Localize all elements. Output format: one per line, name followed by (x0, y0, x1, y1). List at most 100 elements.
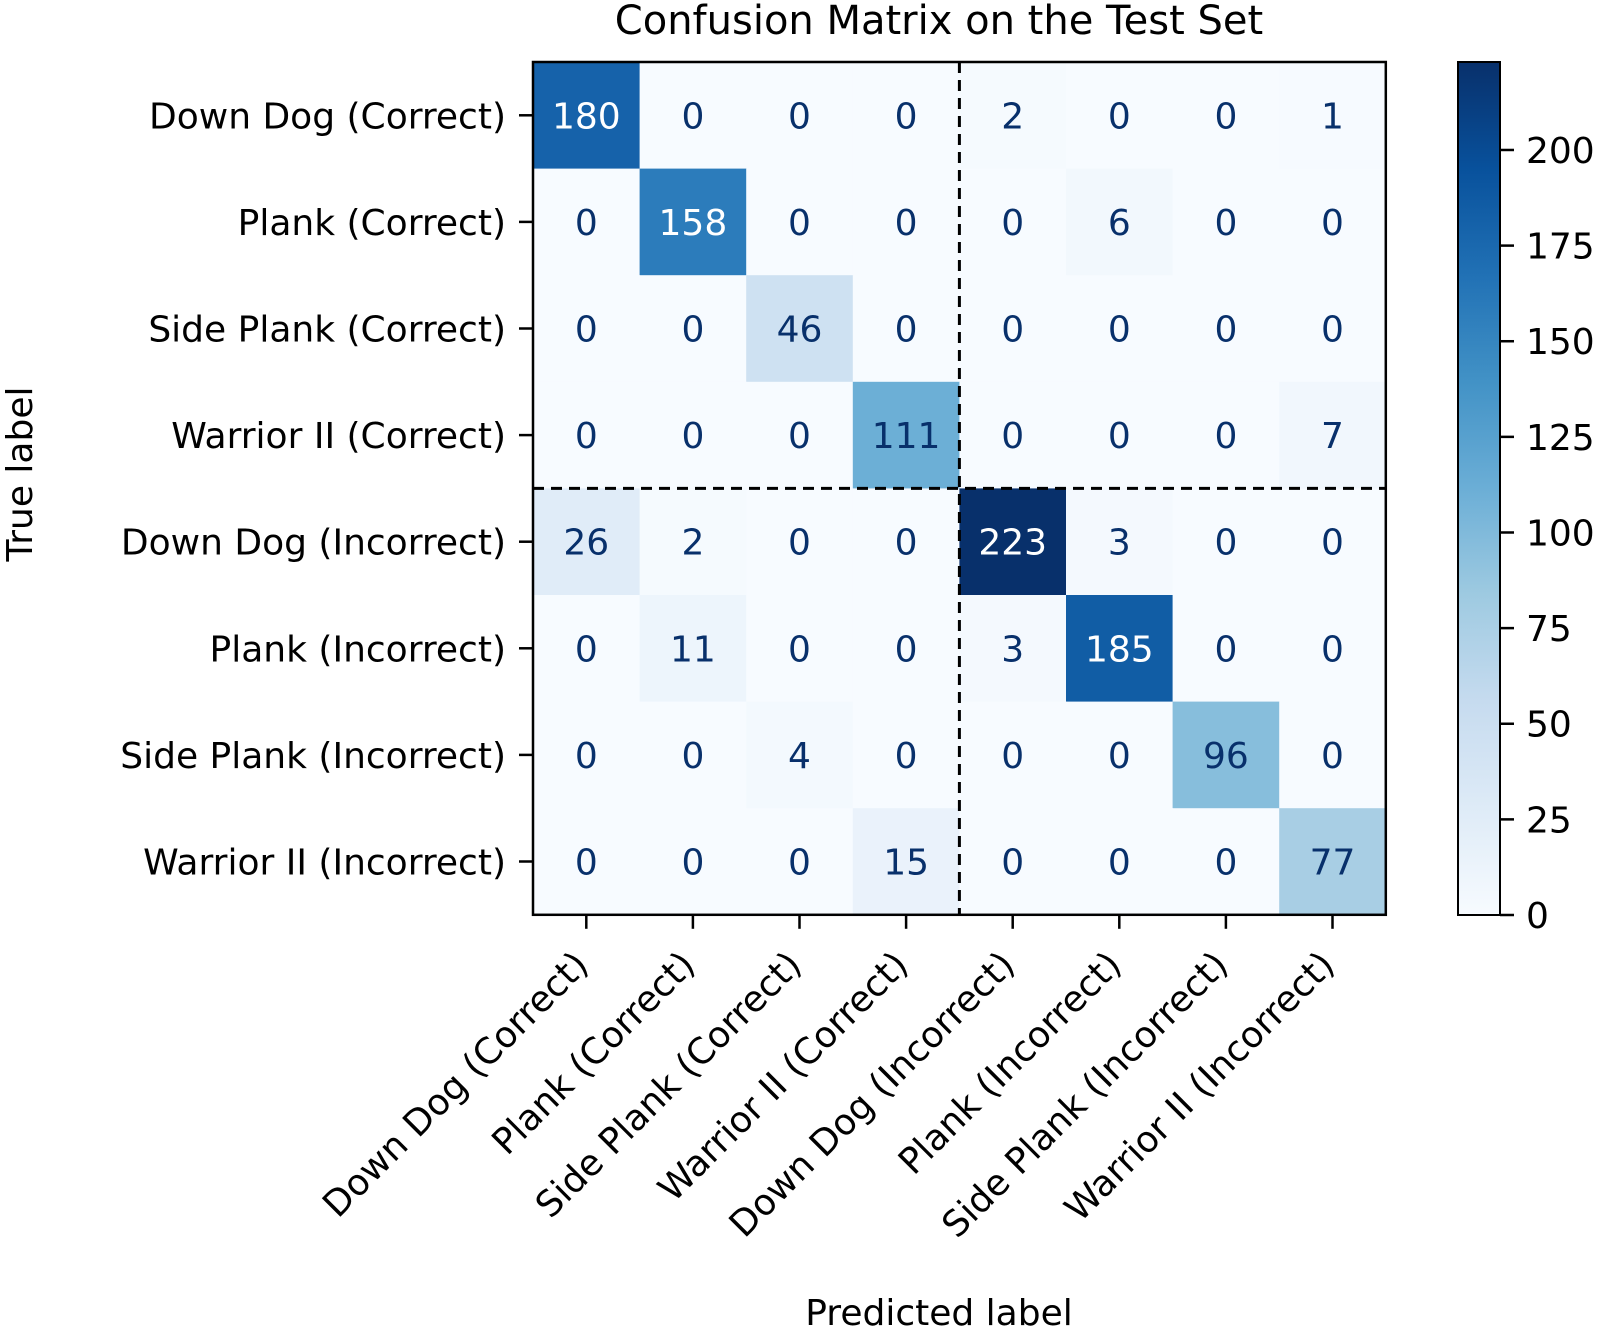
y-axis-ticks: Down Dog (Correct) Plank (Correct) Side Pl… (120, 96, 533, 884)
cell-value: 0 (788, 416, 811, 457)
cell-value: 0 (1321, 203, 1344, 244)
cell-value: 4 (788, 736, 811, 777)
cell-value: 0 (1321, 310, 1344, 351)
heatmap-cell (852, 808, 960, 916)
cell-value: 0 (895, 523, 918, 564)
heatmap-cell (533, 808, 641, 916)
colorbar-tick-label: 75 (1526, 609, 1572, 650)
heatmap-cell (1066, 488, 1174, 596)
heatmap-cell (1279, 62, 1387, 170)
cell-value: 0 (681, 843, 704, 884)
heatmap-cell (1279, 488, 1387, 596)
cell-value: 0 (1214, 203, 1237, 244)
cell-value: 77 (1310, 843, 1356, 884)
cell-value: 0 (1108, 843, 1131, 884)
heatmap-cell (959, 595, 1067, 703)
cell-value: 0 (1214, 843, 1237, 884)
heatmap-cell (1066, 808, 1174, 916)
cell-value: 96 (1203, 736, 1249, 777)
y-tick-label: Side Plank (Incorrect) (120, 736, 506, 777)
cell-value: 0 (1001, 203, 1024, 244)
x-axis-label: Predicted label (805, 1293, 1073, 1334)
cell-value: 46 (777, 310, 823, 351)
plot-frame (531, 60, 1388, 917)
y-tick-label: Plank (Incorrect) (210, 629, 506, 670)
heatmap-cell (746, 808, 854, 916)
heatmap-cell (959, 168, 1067, 276)
cell-value: 0 (788, 843, 811, 884)
heatmap-cell (1172, 488, 1280, 596)
cell-value: 0 (575, 736, 598, 777)
cell-value: 0 (1001, 310, 1024, 351)
colorbar-ticks: 0 25 50 75 100 125 150 175 200 (1500, 131, 1595, 937)
heatmap-cell (639, 168, 747, 276)
cell-value: 0 (575, 203, 598, 244)
cell-value: 11 (670, 629, 716, 670)
heatmap-cell (1172, 275, 1280, 383)
colorbar-tick-label: 0 (1526, 896, 1549, 937)
cell-value: 2 (681, 523, 704, 564)
heatmap-cell (746, 275, 854, 383)
cell-value: 158 (659, 203, 728, 244)
heatmap-cell (533, 168, 641, 276)
y-tick-label: Down Dog (Incorrect) (121, 523, 506, 564)
y-tick-label: Down Dog (Correct) (149, 96, 506, 137)
heatmap-cell (1172, 62, 1280, 170)
heatmap-cell (1172, 168, 1280, 276)
cell-value: 111 (872, 416, 941, 457)
cell-value: 0 (575, 310, 598, 351)
heatmap-cell (639, 488, 747, 596)
heatmap-cell (533, 275, 641, 383)
heatmap-cell (959, 381, 1067, 489)
colorbar-tick-label: 200 (1526, 131, 1595, 172)
colorbar-tick-label: 25 (1526, 800, 1572, 841)
cell-value: 3 (1001, 629, 1024, 670)
y-tick-label: Warrior II (Correct) (171, 416, 506, 457)
cell-value: 3 (1108, 523, 1131, 564)
heatmap-cell (639, 595, 747, 703)
heatmap-cell (1172, 381, 1280, 489)
cell-value: 15 (883, 843, 929, 884)
heatmap-cell (639, 808, 747, 916)
heatmap-cell (852, 701, 960, 809)
heatmap-cell (533, 488, 641, 596)
y-tick-label: Plank (Correct) (238, 203, 506, 244)
quadrant-dividers (533, 62, 1386, 915)
cell-value: 0 (1214, 310, 1237, 351)
cell-value: 0 (1108, 736, 1131, 777)
y-tick-label: Warrior II (Incorrect) (143, 843, 506, 884)
heatmap-cells (533, 62, 1387, 916)
heatmap-cell (533, 62, 641, 170)
cell-value: 0 (575, 843, 598, 884)
cell-value: 0 (1321, 629, 1344, 670)
heatmap-cell (959, 62, 1067, 170)
colorbar-tick-label: 125 (1526, 418, 1595, 459)
cell-value: 0 (681, 310, 704, 351)
heatmap-cell (1172, 808, 1280, 916)
y-tick-label: Side Plank (Correct) (148, 310, 506, 351)
cell-value: 0 (681, 96, 704, 137)
cell-value: 223 (978, 523, 1047, 564)
heatmap-cell (1172, 595, 1280, 703)
colorbar-tick-label: 50 (1526, 705, 1572, 746)
heatmap-cell (852, 488, 960, 596)
cell-value: 0 (681, 736, 704, 777)
colorbar (1457, 61, 1501, 916)
heatmap-cell (1066, 701, 1174, 809)
heatmap-cell (639, 62, 747, 170)
cell-value: 6 (1108, 203, 1131, 244)
chart-title: Confusion Matrix on the Test Set (615, 0, 1263, 44)
heatmap-cell (1279, 381, 1387, 489)
heatmap-cell (1279, 275, 1387, 383)
cell-value: 0 (1001, 843, 1024, 884)
cell-value: 0 (895, 310, 918, 351)
heatmap-cell (746, 595, 854, 703)
heatmap-cell (852, 595, 960, 703)
heatmap-cell (959, 488, 1067, 596)
heatmap-cell (1279, 168, 1387, 276)
heatmap-cell (533, 701, 641, 809)
x-axis-ticks: Down Dog (Correct)Plank (Correct)Side Pl… (315, 914, 1343, 1246)
cell-value: 0 (1108, 96, 1131, 137)
cell-value: 2 (1001, 96, 1024, 137)
